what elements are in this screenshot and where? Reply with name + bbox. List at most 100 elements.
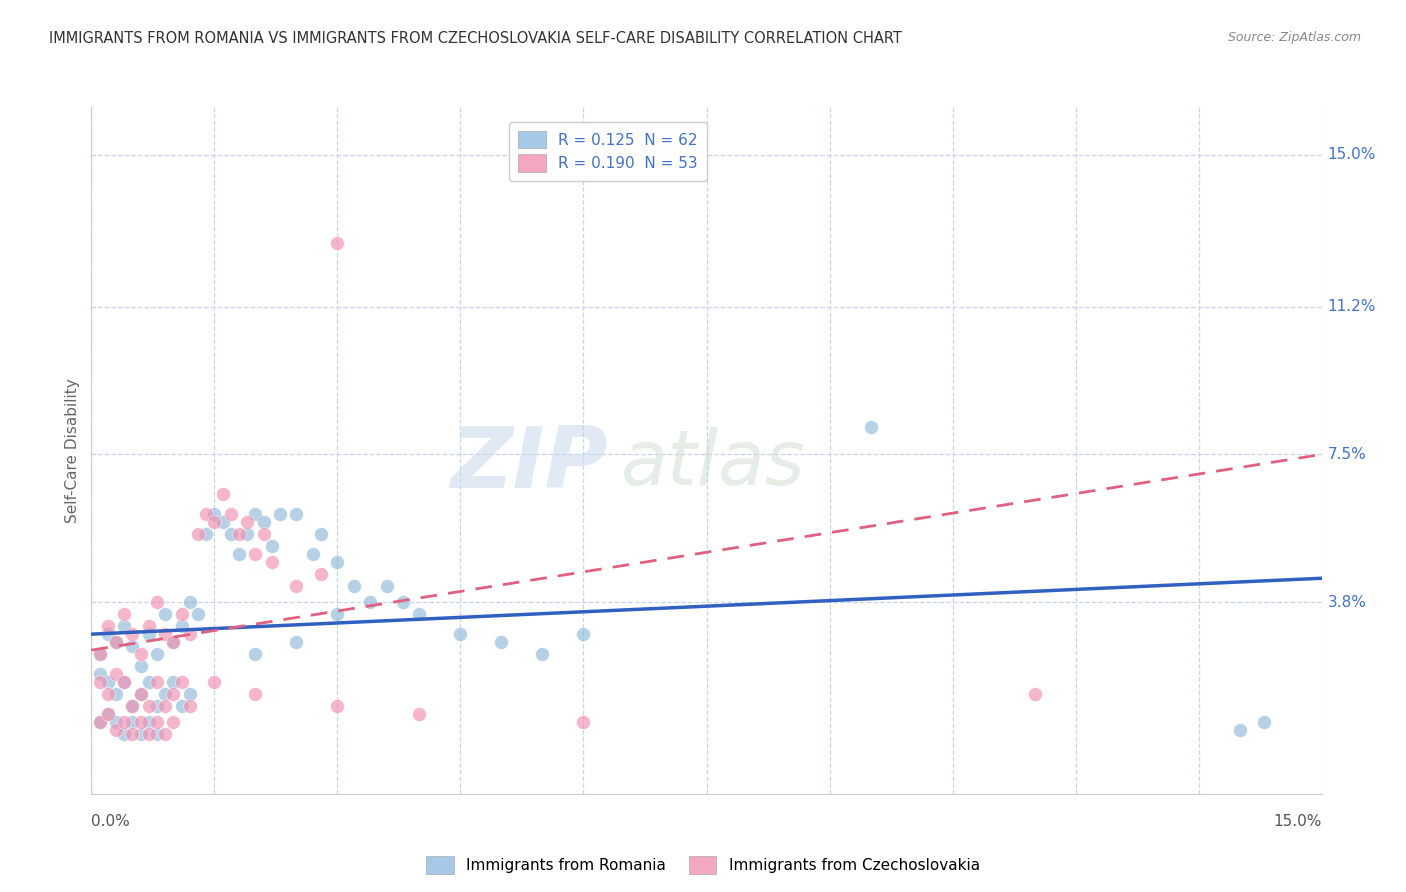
Point bbox=[202, 508, 225, 522]
Point bbox=[89, 647, 111, 661]
Point bbox=[491, 635, 513, 649]
Point bbox=[121, 627, 143, 641]
Point bbox=[211, 516, 233, 530]
Point bbox=[146, 675, 169, 690]
Point bbox=[105, 714, 127, 729]
Point bbox=[138, 627, 160, 641]
Point bbox=[531, 647, 554, 661]
Point bbox=[121, 727, 143, 741]
Point bbox=[260, 555, 283, 569]
Point bbox=[138, 727, 160, 741]
Point bbox=[359, 595, 381, 609]
Point bbox=[146, 647, 169, 661]
Point bbox=[89, 714, 111, 729]
Point bbox=[187, 527, 209, 541]
Point bbox=[572, 627, 595, 641]
Text: 15.0%: 15.0% bbox=[1327, 147, 1376, 162]
Text: IMMIGRANTS FROM ROMANIA VS IMMIGRANTS FROM CZECHOSLOVAKIA SELF-CARE DISABILITY C: IMMIGRANTS FROM ROMANIA VS IMMIGRANTS FR… bbox=[49, 31, 903, 46]
Point bbox=[146, 699, 169, 714]
Point bbox=[162, 687, 184, 701]
Point bbox=[179, 699, 201, 714]
Point bbox=[449, 627, 471, 641]
Point bbox=[1024, 687, 1046, 701]
Point bbox=[121, 639, 143, 653]
Point bbox=[97, 687, 120, 701]
Point bbox=[202, 675, 225, 690]
Point bbox=[129, 687, 152, 701]
Point bbox=[89, 647, 111, 661]
Text: 7.5%: 7.5% bbox=[1327, 447, 1367, 462]
Text: 3.8%: 3.8% bbox=[1327, 595, 1367, 610]
Point bbox=[146, 727, 169, 741]
Point bbox=[112, 675, 135, 690]
Point bbox=[162, 675, 184, 690]
Point bbox=[202, 516, 225, 530]
Point bbox=[343, 579, 366, 593]
Point bbox=[153, 687, 177, 701]
Point bbox=[408, 607, 430, 622]
Point bbox=[326, 607, 349, 622]
Point bbox=[129, 687, 152, 701]
Point bbox=[97, 706, 120, 721]
Point bbox=[162, 635, 184, 649]
Point bbox=[112, 607, 135, 622]
Point bbox=[121, 699, 143, 714]
Point bbox=[326, 235, 349, 250]
Point bbox=[1253, 714, 1275, 729]
Point bbox=[326, 699, 349, 714]
Point bbox=[105, 635, 127, 649]
Point bbox=[170, 675, 193, 690]
Point bbox=[187, 607, 209, 622]
Legend: R = 0.125  N = 62, R = 0.190  N = 53: R = 0.125 N = 62, R = 0.190 N = 53 bbox=[509, 121, 707, 181]
Point bbox=[129, 659, 152, 673]
Point bbox=[105, 667, 127, 681]
Point bbox=[170, 699, 193, 714]
Point bbox=[211, 487, 233, 501]
Point bbox=[129, 647, 152, 661]
Point bbox=[112, 727, 135, 741]
Point bbox=[121, 699, 143, 714]
Point bbox=[97, 675, 120, 690]
Point bbox=[253, 516, 276, 530]
Point bbox=[129, 714, 152, 729]
Text: 11.2%: 11.2% bbox=[1327, 299, 1376, 314]
Point bbox=[179, 595, 201, 609]
Point bbox=[309, 567, 332, 582]
Point bbox=[326, 555, 349, 569]
Point bbox=[572, 714, 595, 729]
Point bbox=[153, 607, 177, 622]
Y-axis label: Self-Care Disability: Self-Care Disability bbox=[65, 378, 80, 523]
Point bbox=[195, 508, 218, 522]
Point bbox=[153, 727, 177, 741]
Point bbox=[253, 527, 276, 541]
Legend: Immigrants from Romania, Immigrants from Czechoslovakia: Immigrants from Romania, Immigrants from… bbox=[420, 850, 986, 880]
Point bbox=[219, 527, 242, 541]
Point bbox=[153, 699, 177, 714]
Point bbox=[105, 687, 127, 701]
Point bbox=[219, 508, 242, 522]
Point bbox=[245, 687, 267, 701]
Point bbox=[112, 619, 135, 633]
Point bbox=[285, 579, 308, 593]
Text: Source: ZipAtlas.com: Source: ZipAtlas.com bbox=[1227, 31, 1361, 45]
Point bbox=[179, 627, 201, 641]
Point bbox=[89, 675, 111, 690]
Point bbox=[112, 714, 135, 729]
Point bbox=[375, 579, 398, 593]
Point bbox=[170, 619, 193, 633]
Point bbox=[146, 714, 169, 729]
Point bbox=[162, 714, 184, 729]
Point bbox=[105, 723, 127, 737]
Point bbox=[228, 547, 250, 561]
Point bbox=[121, 714, 143, 729]
Point bbox=[245, 547, 267, 561]
Point bbox=[1229, 723, 1251, 737]
Point bbox=[89, 714, 111, 729]
Point bbox=[408, 706, 430, 721]
Point bbox=[138, 714, 160, 729]
Point bbox=[228, 527, 250, 541]
Point bbox=[146, 595, 169, 609]
Point bbox=[162, 635, 184, 649]
Point bbox=[260, 539, 283, 553]
Point bbox=[138, 619, 160, 633]
